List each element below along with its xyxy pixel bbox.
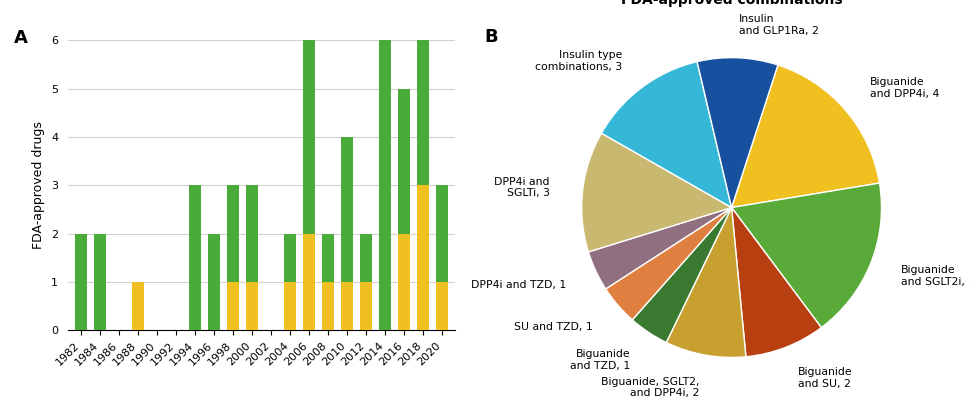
Bar <box>379 40 391 330</box>
Bar <box>398 234 410 330</box>
Bar <box>303 234 315 330</box>
Bar <box>322 234 334 282</box>
Bar <box>246 185 259 282</box>
Bar <box>398 89 410 234</box>
Text: Biguanide
and SGLT2i, 4: Biguanide and SGLT2i, 4 <box>901 265 969 287</box>
Bar <box>436 185 449 282</box>
Bar <box>284 234 297 282</box>
Bar <box>246 282 259 330</box>
Wedge shape <box>732 208 822 357</box>
Text: DPP4i and
SGLTi, 3: DPP4i and SGLTi, 3 <box>494 177 549 198</box>
Text: DPP4i and TZD, 1: DPP4i and TZD, 1 <box>471 280 566 290</box>
Text: Insulin
and GLP1Ra, 2: Insulin and GLP1Ra, 2 <box>739 14 819 35</box>
Wedge shape <box>633 208 732 343</box>
Bar <box>417 185 429 330</box>
Text: Biguanide
and DPP4i, 4: Biguanide and DPP4i, 4 <box>870 77 940 99</box>
Bar <box>284 282 297 330</box>
Wedge shape <box>581 133 732 252</box>
Text: A: A <box>14 29 27 47</box>
Bar <box>132 282 144 330</box>
Bar <box>417 0 429 185</box>
Text: Insulin type
combinations, 3: Insulin type combinations, 3 <box>535 50 622 72</box>
Text: Biguanide
and TZD, 1: Biguanide and TZD, 1 <box>570 349 630 371</box>
Bar <box>341 282 354 330</box>
Bar <box>359 234 372 282</box>
Text: Biguanide
and SU, 2: Biguanide and SU, 2 <box>797 368 852 389</box>
Bar <box>341 137 354 282</box>
Title: FDA-approved combinations: FDA-approved combinations <box>621 0 842 7</box>
Bar <box>75 234 87 330</box>
Wedge shape <box>602 62 732 208</box>
Bar <box>303 0 315 234</box>
Wedge shape <box>732 65 880 208</box>
Bar <box>227 282 239 330</box>
Text: B: B <box>484 28 498 46</box>
Bar <box>322 282 334 330</box>
Bar <box>436 282 449 330</box>
Wedge shape <box>697 58 778 208</box>
Text: SU and TZD, 1: SU and TZD, 1 <box>515 322 593 332</box>
Wedge shape <box>588 208 732 289</box>
Bar <box>227 185 239 282</box>
Bar <box>94 234 107 330</box>
Bar <box>208 234 220 330</box>
Wedge shape <box>667 208 746 357</box>
Wedge shape <box>732 183 882 328</box>
Wedge shape <box>606 208 732 320</box>
Bar <box>359 282 372 330</box>
Bar <box>189 185 202 330</box>
Y-axis label: FDA-approved drugs: FDA-approved drugs <box>32 121 46 249</box>
Text: Biguanide, SGLT2,
and DPP4i, 2: Biguanide, SGLT2, and DPP4i, 2 <box>601 377 700 399</box>
